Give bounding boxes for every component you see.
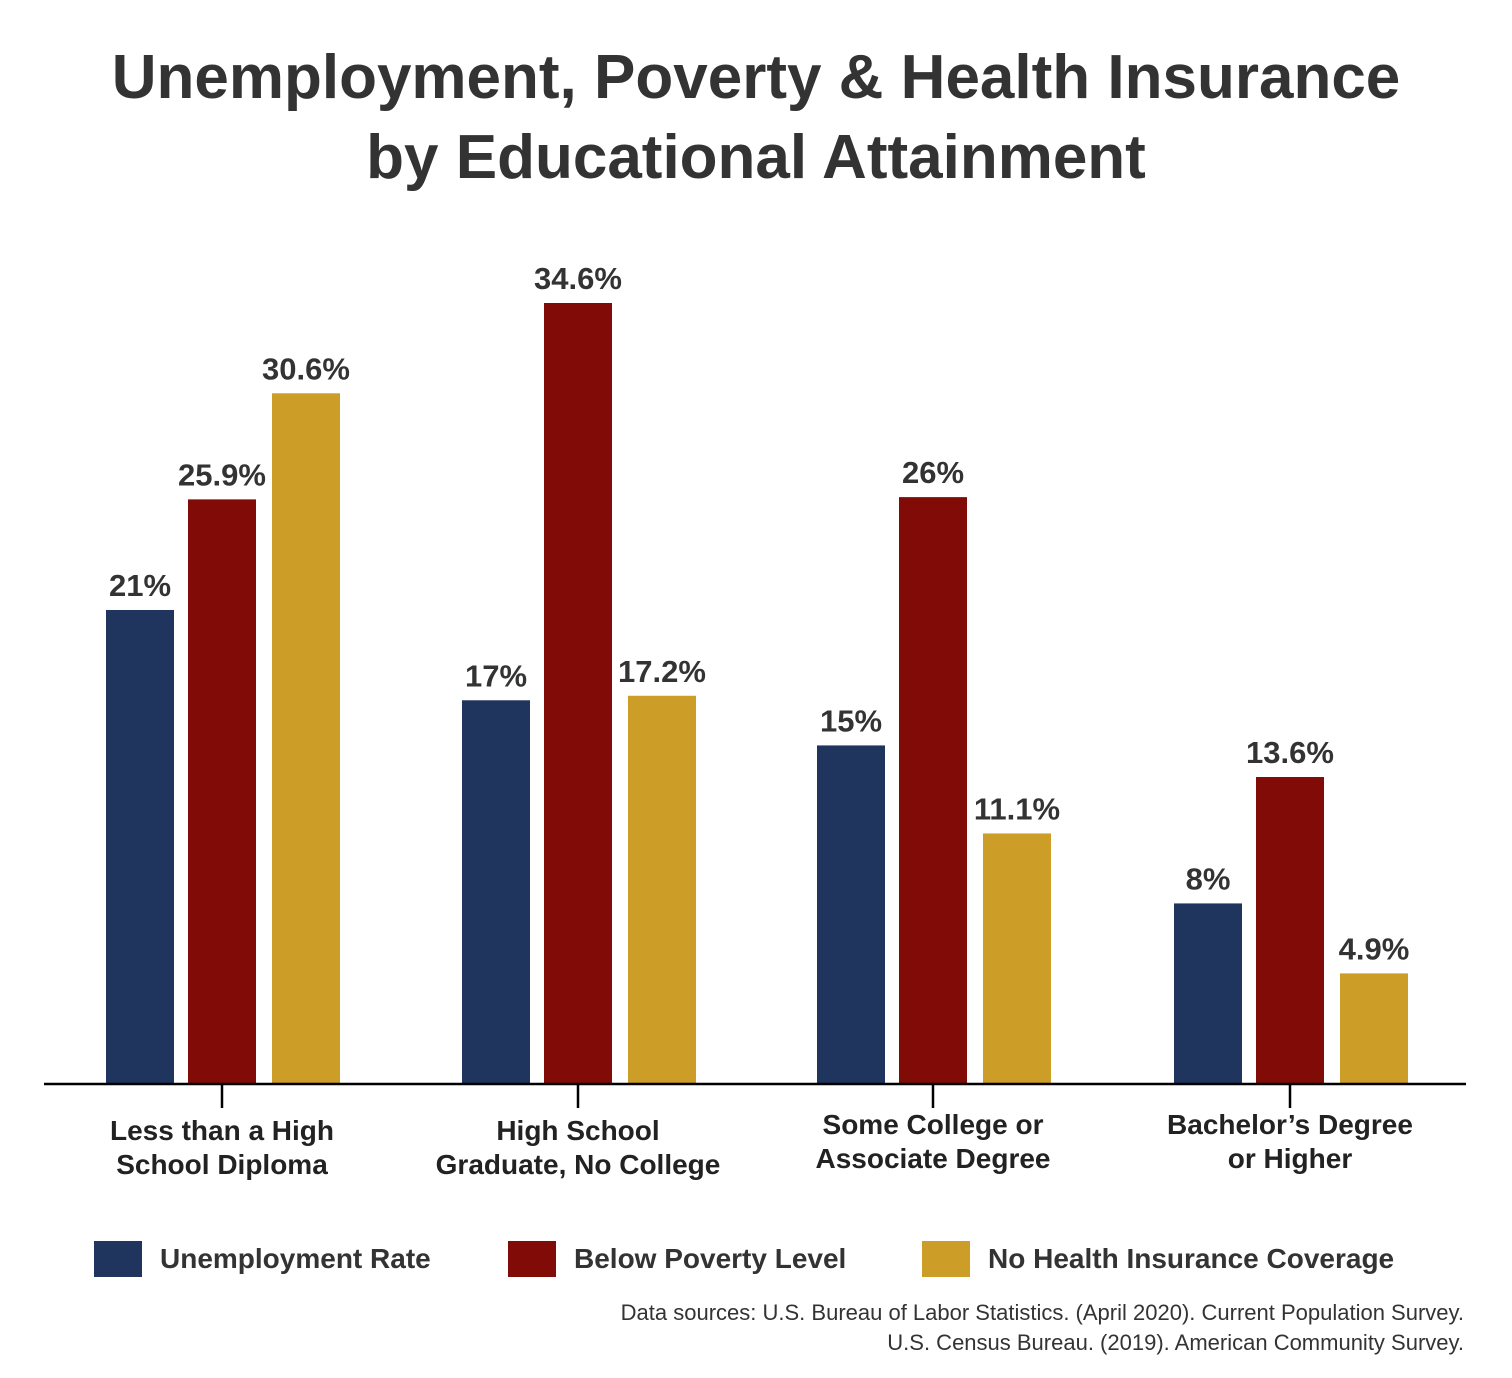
bar-below-poverty-level-4[interactable] bbox=[1256, 777, 1324, 1084]
chart-title: Unemployment, Poverty & Health Insurance… bbox=[0, 38, 1512, 198]
x-axis-tick-label: or Higher bbox=[1228, 1143, 1353, 1174]
bar-no-health-insurance-coverage-2[interactable] bbox=[628, 695, 696, 1084]
bar-below-poverty-level-1[interactable] bbox=[188, 499, 256, 1084]
x-axis-tick-label: Bachelor’s Degree bbox=[1167, 1109, 1413, 1140]
data-label: 17% bbox=[465, 658, 527, 693]
source-line-2: U.S. Census Bureau. (2019). American Com… bbox=[887, 1330, 1464, 1355]
bar-no-health-insurance-coverage-3[interactable] bbox=[983, 833, 1051, 1084]
x-axis-tick-label: Some College or bbox=[823, 1109, 1044, 1140]
data-label: 11.1% bbox=[974, 791, 1060, 826]
x-axis-tick-label: Less than a High bbox=[110, 1115, 334, 1146]
bar-no-health-insurance-coverage-1[interactable] bbox=[272, 393, 340, 1084]
data-label: 8% bbox=[1186, 861, 1231, 896]
x-axis-tick-label: Associate Degree bbox=[815, 1143, 1050, 1174]
data-label: 21% bbox=[109, 568, 171, 603]
data-label: 17.2% bbox=[618, 654, 706, 689]
bar-no-health-insurance-coverage-4[interactable] bbox=[1340, 973, 1408, 1084]
chart-title-line-2: by Educational Attainment bbox=[366, 123, 1146, 192]
legend: Unemployment Rate Below Poverty Level No… bbox=[0, 1234, 1512, 1284]
bar-unemployment-rate-1[interactable] bbox=[106, 609, 174, 1084]
bar-below-poverty-level-2[interactable] bbox=[544, 303, 612, 1084]
data-label: 15% bbox=[820, 703, 882, 738]
bar-unemployment-rate-3[interactable] bbox=[817, 745, 885, 1084]
data-label: 34.6% bbox=[534, 261, 622, 296]
data-label: 25.9% bbox=[178, 457, 266, 492]
bar-unemployment-rate-4[interactable] bbox=[1174, 903, 1242, 1084]
source-line-1: Data sources: U.S. Bureau of Labor Stati… bbox=[620, 1300, 1464, 1325]
data-label: 30.6% bbox=[262, 351, 350, 386]
legend-label-health-insurance: No Health Insurance Coverage bbox=[988, 1243, 1395, 1274]
legend-item-unemployment[interactable]: Unemployment Rate bbox=[94, 1234, 431, 1284]
data-label: 26% bbox=[902, 455, 964, 490]
legend-swatch-unemployment bbox=[94, 1241, 142, 1277]
legend-label-unemployment: Unemployment Rate bbox=[160, 1243, 431, 1274]
legend-label-poverty: Below Poverty Level bbox=[574, 1243, 847, 1274]
legend-swatch-poverty bbox=[508, 1241, 556, 1277]
x-axis-tick-label: Graduate, No College bbox=[436, 1149, 721, 1180]
x-axis-tick-label: High School bbox=[496, 1115, 659, 1146]
bar-unemployment-rate-2[interactable] bbox=[462, 700, 530, 1084]
legend-swatch-health-insurance bbox=[922, 1241, 970, 1277]
data-label: 13.6% bbox=[1246, 735, 1334, 770]
chart-title-line-1: Unemployment, Poverty & Health Insurance bbox=[111, 43, 1401, 112]
data-label: 4.9% bbox=[1339, 931, 1410, 966]
legend-item-poverty[interactable]: Below Poverty Level bbox=[508, 1234, 846, 1284]
legend-item-health-insurance[interactable]: No Health Insurance Coverage bbox=[922, 1234, 1394, 1284]
data-source-note: Data sources: U.S. Bureau of Labor Stati… bbox=[621, 1298, 1464, 1358]
bar-below-poverty-level-3[interactable] bbox=[899, 497, 967, 1084]
x-axis-tick-label: School Diploma bbox=[116, 1149, 328, 1180]
